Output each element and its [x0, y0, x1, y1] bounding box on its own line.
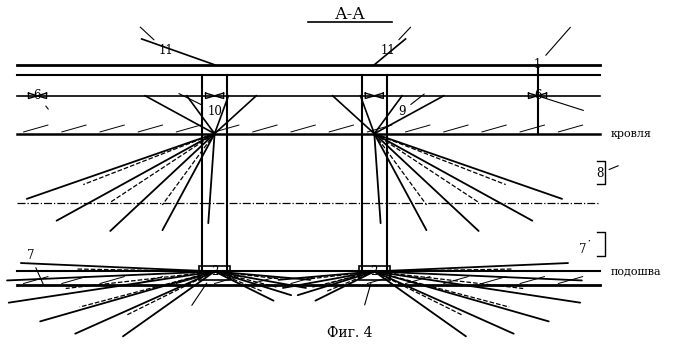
Text: подошва: подошва — [610, 266, 661, 277]
Text: кровля: кровля — [610, 129, 651, 139]
Text: 7: 7 — [27, 250, 43, 285]
Text: 11: 11 — [140, 27, 174, 57]
Text: 7: 7 — [579, 240, 589, 256]
Text: 6: 6 — [534, 89, 584, 111]
Text: 1: 1 — [534, 27, 570, 71]
Text: 10: 10 — [179, 93, 222, 118]
Text: Фиг. 4: Фиг. 4 — [328, 327, 372, 341]
Bar — [358, 266, 390, 280]
Bar — [199, 266, 230, 280]
Text: 8: 8 — [596, 166, 618, 180]
Text: 9: 9 — [398, 94, 424, 118]
Text: 11: 11 — [381, 27, 411, 57]
Text: 2: 2 — [365, 265, 378, 305]
Text: А-А: А-А — [335, 6, 365, 23]
Text: 6: 6 — [34, 89, 48, 109]
Text: 2: 2 — [192, 265, 218, 305]
